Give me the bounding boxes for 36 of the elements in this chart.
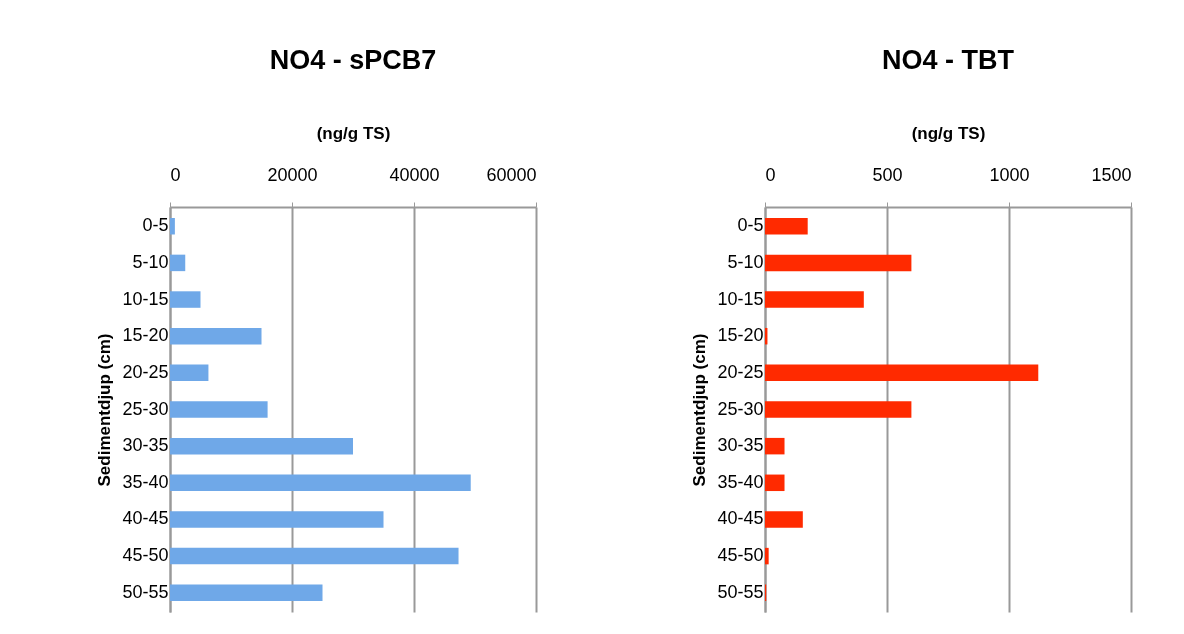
x-tick-label: 500 xyxy=(872,164,903,185)
y-axis-title: Sedimentdjup (cm) xyxy=(95,333,115,487)
y-tick-label: 50-55 xyxy=(717,581,764,602)
x-tick-label: 20000 xyxy=(267,164,318,185)
y-tick-label: 40-45 xyxy=(717,508,764,529)
y-tick-label: 35-40 xyxy=(122,471,169,492)
y-tick-label: 45-50 xyxy=(122,545,169,566)
chart-title: NO4 - sPCB7 xyxy=(269,45,437,75)
x-axis-title: (ng/g TS) xyxy=(316,123,391,143)
x-tick-label: 0 xyxy=(170,164,181,185)
y-tick-label: 40-45 xyxy=(122,508,169,529)
y-tick-label: 45-50 xyxy=(717,545,764,566)
y-tick-label: 5-10 xyxy=(727,251,764,272)
y-tick-label: 0-5 xyxy=(142,215,169,236)
y-tick-label: 25-30 xyxy=(122,398,169,419)
y-tick-label: 30-35 xyxy=(717,435,764,456)
y-tick-label: 35-40 xyxy=(717,471,764,492)
y-axis-title: Sedimentdjup (cm) xyxy=(690,333,710,487)
y-tick-label: 10-15 xyxy=(122,288,169,309)
y-tick-label: 20-25 xyxy=(122,361,169,382)
y-tick-label: 5-10 xyxy=(132,251,169,272)
y-tick-label: 30-35 xyxy=(122,435,169,456)
y-tick-label: 10-15 xyxy=(717,288,764,309)
x-tick-label: 40000 xyxy=(389,164,440,185)
y-tick-label: 50-55 xyxy=(122,581,169,602)
x-tick-label: 1000 xyxy=(989,164,1030,185)
x-tick-label: 0 xyxy=(765,164,776,185)
x-tick-label: 1500 xyxy=(1091,164,1132,185)
y-tick-label: 0-5 xyxy=(737,215,764,236)
chart-title: NO4 - TBT xyxy=(882,45,1015,75)
y-tick-label: 15-20 xyxy=(717,325,764,346)
x-axis-title: (ng/g TS) xyxy=(911,123,986,143)
y-tick-label: 20-25 xyxy=(717,361,764,382)
y-tick-label: 15-20 xyxy=(122,325,169,346)
y-tick-label: 25-30 xyxy=(717,398,764,419)
x-tick-label: 60000 xyxy=(486,164,537,185)
